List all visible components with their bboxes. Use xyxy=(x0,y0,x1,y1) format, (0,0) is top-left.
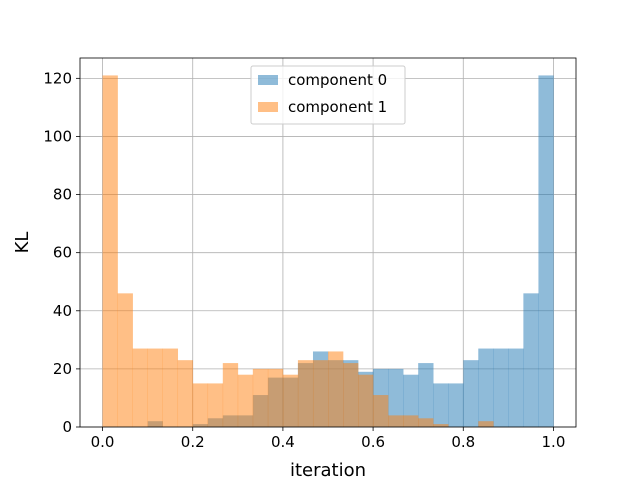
bar-component-1 xyxy=(282,374,299,427)
bar-component-1 xyxy=(433,424,449,427)
bar-component-1 xyxy=(478,421,494,427)
bar-component-1 xyxy=(418,418,434,427)
y-tick-label: 100 xyxy=(43,127,72,145)
bar-component-1 xyxy=(192,383,209,427)
bar-component-1 xyxy=(373,395,389,427)
x-axis-label: iteration xyxy=(290,460,366,480)
bar-component-0 xyxy=(388,368,404,427)
axes-frame xyxy=(79,57,577,428)
bar-component-0 xyxy=(493,348,509,427)
bar-component-1 xyxy=(102,75,118,427)
bar-component-1 xyxy=(328,351,344,427)
legend-label-component-1: component 1 xyxy=(288,98,387,116)
bar-component-0 xyxy=(463,360,479,427)
legend-box xyxy=(250,65,406,125)
bar-component-1 xyxy=(147,348,163,427)
bar-component-1 xyxy=(237,374,254,427)
x-tick-label: 1.0 xyxy=(542,433,566,451)
bar-component-0 xyxy=(433,383,449,427)
bar-component-0 xyxy=(523,293,539,427)
bar-component-1 xyxy=(358,374,374,427)
legend-swatch-component-0 xyxy=(258,75,278,85)
bar-component-1 xyxy=(117,293,133,427)
x-tick-label: 0.2 xyxy=(181,433,205,451)
bar-component-1 xyxy=(252,368,269,427)
bar-component-1 xyxy=(297,360,314,427)
bar-component-1 xyxy=(388,415,404,427)
bar-component-0 xyxy=(418,363,434,427)
bar-component-1 xyxy=(132,348,148,427)
bar-component-1 xyxy=(312,360,329,427)
ticks: 0.0 0.2 0.4 0.6 0.8 1.0 0 20 40 60 80 100 120 xyxy=(43,69,565,451)
legend-swatch-component-1 xyxy=(258,102,278,112)
x-tick-label: 0.6 xyxy=(361,433,385,451)
y-tick-label: 0 xyxy=(62,418,72,436)
bar-component-1 xyxy=(162,348,179,427)
y-tick-label: 60 xyxy=(53,244,72,262)
x-tick-label: 0.8 xyxy=(451,433,475,451)
bar-component-0 xyxy=(478,348,494,427)
bar-component-0 xyxy=(538,75,554,427)
legend-label-component-0: component 0 xyxy=(288,71,387,89)
bar-component-1 xyxy=(207,383,224,427)
bar-component-1 xyxy=(267,368,284,427)
y-tick-label: 80 xyxy=(53,186,72,204)
y-tick-label: 20 xyxy=(53,360,72,378)
bar-component-0 xyxy=(403,374,419,427)
bar-component-1 xyxy=(403,415,419,427)
y-axis-label: KL xyxy=(12,232,33,254)
bar-component-1 xyxy=(177,360,194,427)
x-tick-label: 0.4 xyxy=(271,433,295,451)
bar-component-0 xyxy=(448,383,464,427)
x-tick-label: 0.0 xyxy=(91,433,115,451)
bars xyxy=(102,75,554,427)
bar-component-1 xyxy=(222,363,239,427)
bar-component-0 xyxy=(508,348,524,427)
legend: component 0 component 1 xyxy=(250,65,406,125)
y-tick-label: 120 xyxy=(43,69,72,87)
y-tick-label: 40 xyxy=(53,302,72,320)
bar-component-1 xyxy=(343,363,359,427)
